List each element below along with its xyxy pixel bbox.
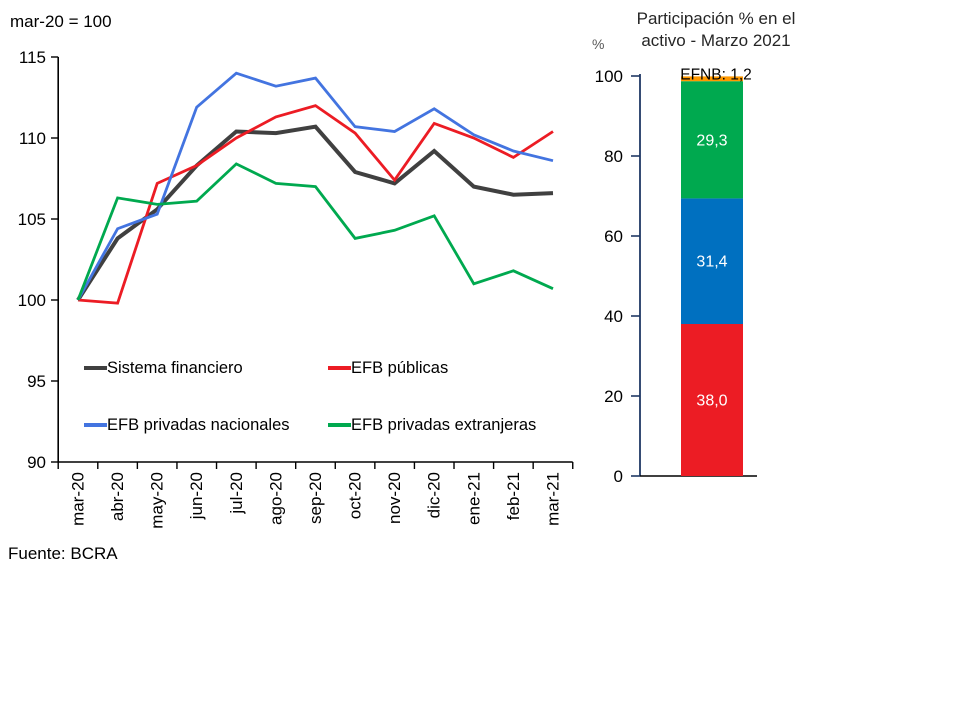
y-tick-label: 90 xyxy=(27,453,46,472)
left-chart-title: mar-20 = 100 xyxy=(10,12,112,31)
legend-swatch-sistema-financiero xyxy=(84,366,107,370)
right-chart-title: Participación % en el activo - Marzo 202… xyxy=(600,8,832,52)
y-tick-label: 20 xyxy=(604,387,623,406)
x-tick-label: sep-20 xyxy=(306,472,325,524)
y-tick-label: 0 xyxy=(614,467,623,486)
right-chart-title-line2: activo - Marzo 2021 xyxy=(641,31,791,50)
legend-label: EFB públicas xyxy=(351,358,449,377)
bar-segment-efnb xyxy=(681,76,743,82)
legend-swatch-efb-privadas-extranjeras xyxy=(328,423,351,427)
y-tick-label: 100 xyxy=(18,291,46,310)
x-tick-label: nov-20 xyxy=(385,472,404,524)
x-tick-label: dic-20 xyxy=(425,472,444,518)
legend-item-efb-privadas-extranjeras: EFB privadas extranjeras xyxy=(328,416,536,434)
line-series-efb-privadas-nacionales xyxy=(76,71,554,301)
source-note: Fuente: BCRA xyxy=(8,544,118,563)
y-tick-label: 115 xyxy=(19,48,46,67)
bar-segment-efb-privadas-nacionales xyxy=(681,198,743,324)
line-chart: 115 110 105 100 95 90 mar-20 abr-20 may-20 jun-20… xyxy=(18,48,574,529)
line-series-efb-publicas xyxy=(77,104,554,305)
x-tick-label: mar-20 xyxy=(69,472,88,526)
bar-segment-efb-privadas-extranjeras xyxy=(681,81,743,199)
x-tick-label: oct-20 xyxy=(346,472,365,519)
y-tick-label: 60 xyxy=(604,227,623,246)
axis-spines xyxy=(57,57,573,463)
legend-label: Sistema financiero xyxy=(107,358,243,377)
line-series-efb-privadas-extranjeras xyxy=(76,162,554,301)
y-tick-label: 105 xyxy=(18,210,46,229)
x-tick-label: jul-20 xyxy=(227,472,246,515)
y-tick-label: 95 xyxy=(27,372,46,391)
y-tick-label: 40 xyxy=(604,307,623,326)
legend-swatch-efb-publicas xyxy=(328,366,351,370)
x-tick-label: ago-20 xyxy=(266,472,285,525)
legend-item-sistema-financiero: Sistema financiero xyxy=(84,359,243,377)
bar-label-efb-privadas-extranjeras: 29,3 xyxy=(696,132,727,149)
legend-item-efb-publicas: EFB públicas xyxy=(328,359,448,377)
legend-swatch-efb-privadas-nacionales xyxy=(84,423,107,427)
y-tick-label: 80 xyxy=(604,147,623,166)
right-chart-y-axis-unit: % xyxy=(592,36,605,52)
y-tick-label: 100 xyxy=(595,67,623,86)
x-tick-label: abr-20 xyxy=(108,472,127,521)
bar-segment-efb-publicas xyxy=(681,324,743,476)
x-tick-label: ene-21 xyxy=(464,472,483,525)
x-tick-label: may-20 xyxy=(148,472,167,529)
x-tick-label: jun-20 xyxy=(187,472,206,520)
legend-label: EFB privadas nacionales xyxy=(107,415,290,434)
legend-item-efb-privadas-nacionales: EFB privadas nacionales xyxy=(84,416,290,434)
x-tick-label: feb-21 xyxy=(504,472,523,520)
right-chart-title-line1: Participación % en el xyxy=(636,9,796,28)
stacked-bar-chart: 0 20 40 60 80 100 38,0 31,4 29,3 EFNB: 1,2 xyxy=(595,66,757,486)
bar-label-efb-publicas: 38,0 xyxy=(696,393,727,410)
y-tick-label: 110 xyxy=(19,129,46,148)
x-tick-label: mar-21 xyxy=(543,472,562,526)
bar-label-efb-privadas-nacionales: 31,4 xyxy=(696,254,727,271)
bar-label-efnb: EFNB: 1,2 xyxy=(680,66,752,83)
line-chart-axes: 115 110 105 100 95 90 mar-20 abr-20 may-20 jun-20… xyxy=(18,48,574,529)
legend-label: EFB privadas extranjeras xyxy=(351,415,537,434)
line-series-sistema-financiero xyxy=(76,124,554,302)
